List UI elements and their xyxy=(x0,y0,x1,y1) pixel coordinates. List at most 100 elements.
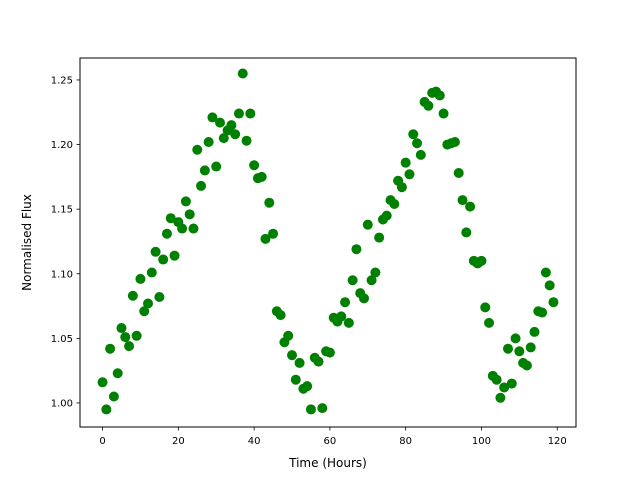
data-point xyxy=(521,360,532,371)
data-point xyxy=(389,198,400,209)
data-point xyxy=(199,165,210,176)
x-axis-label: Time (Hours) xyxy=(288,456,367,470)
data-point xyxy=(548,297,559,308)
x-tick-label: 100 xyxy=(472,436,491,447)
data-point xyxy=(120,332,131,343)
data-point xyxy=(381,210,392,221)
data-point xyxy=(290,374,301,385)
data-point xyxy=(358,293,369,304)
data-point xyxy=(287,350,298,361)
data-point xyxy=(192,144,203,155)
data-point xyxy=(169,250,180,261)
y-axis-ticks: 1.00 1.05 1.10 1.15 1.20 1.25 xyxy=(51,75,80,409)
data-point xyxy=(268,228,279,239)
data-point xyxy=(218,133,229,144)
data-point xyxy=(302,381,313,392)
data-point xyxy=(127,290,138,301)
data-point xyxy=(249,160,260,171)
data-point xyxy=(423,100,434,111)
data-point xyxy=(146,267,157,278)
data-point xyxy=(188,223,199,234)
axes-frame xyxy=(79,57,577,428)
data-point xyxy=(256,171,267,182)
data-point xyxy=(484,317,495,328)
data-point xyxy=(366,275,377,286)
data-point xyxy=(396,182,407,193)
data-points xyxy=(97,68,559,415)
data-point xyxy=(112,368,123,379)
x-axis-ticks: 0 20 40 60 80 100 120 xyxy=(99,427,567,447)
data-point xyxy=(116,323,127,334)
data-point xyxy=(211,161,222,172)
data-point xyxy=(336,311,347,322)
data-point xyxy=(215,117,226,128)
data-point xyxy=(264,197,275,208)
data-point xyxy=(529,326,540,337)
data-point xyxy=(449,136,460,147)
data-point xyxy=(241,135,252,146)
data-point xyxy=(525,342,536,353)
data-point xyxy=(97,377,108,388)
data-point xyxy=(305,404,316,415)
data-point xyxy=(135,273,146,284)
x-tick-label: 120 xyxy=(548,436,567,447)
data-point xyxy=(465,201,476,212)
data-point xyxy=(196,180,207,191)
data-point xyxy=(510,333,521,344)
data-point xyxy=(408,129,419,140)
data-point xyxy=(453,167,464,178)
data-point xyxy=(158,254,169,265)
data-point xyxy=(131,330,142,341)
data-point xyxy=(161,228,172,239)
y-axis-label: Normalised Flux xyxy=(20,194,34,291)
data-point xyxy=(108,391,119,402)
data-point xyxy=(476,255,487,266)
data-point xyxy=(362,219,373,230)
data-point xyxy=(324,347,335,358)
data-point xyxy=(283,330,294,341)
data-point xyxy=(203,136,214,147)
data-point xyxy=(294,357,305,368)
data-point xyxy=(502,343,513,354)
data-point xyxy=(351,244,362,255)
data-point xyxy=(404,169,415,180)
x-tick-label: 60 xyxy=(324,436,337,447)
data-point xyxy=(275,310,286,321)
x-tick-label: 40 xyxy=(248,436,261,447)
data-point xyxy=(499,382,510,393)
x-tick-label: 0 xyxy=(99,436,105,447)
data-point xyxy=(495,392,506,403)
data-point xyxy=(400,157,411,168)
y-tick-label: 1.10 xyxy=(51,269,73,280)
data-point xyxy=(434,90,445,101)
y-tick-label: 1.00 xyxy=(51,398,73,409)
data-point xyxy=(415,149,426,160)
data-point xyxy=(245,108,256,119)
data-point xyxy=(180,196,191,207)
data-point xyxy=(340,297,351,308)
data-point xyxy=(177,223,188,234)
data-point xyxy=(537,307,548,318)
data-point xyxy=(233,108,244,119)
data-point xyxy=(457,195,468,206)
data-point xyxy=(540,267,551,278)
data-point xyxy=(230,129,241,140)
data-point xyxy=(313,356,324,367)
data-point xyxy=(343,317,354,328)
x-tick-label: 20 xyxy=(172,436,185,447)
data-point xyxy=(150,246,161,257)
data-point xyxy=(370,267,381,278)
data-point xyxy=(207,112,218,123)
data-point xyxy=(461,227,472,238)
data-point xyxy=(412,138,423,149)
data-point xyxy=(143,298,154,309)
data-point xyxy=(165,213,176,224)
data-point xyxy=(491,374,502,385)
data-point xyxy=(544,280,555,291)
data-point xyxy=(226,120,237,131)
data-point xyxy=(374,232,385,243)
data-point xyxy=(237,68,248,79)
data-point xyxy=(347,275,358,286)
data-point xyxy=(514,346,525,357)
